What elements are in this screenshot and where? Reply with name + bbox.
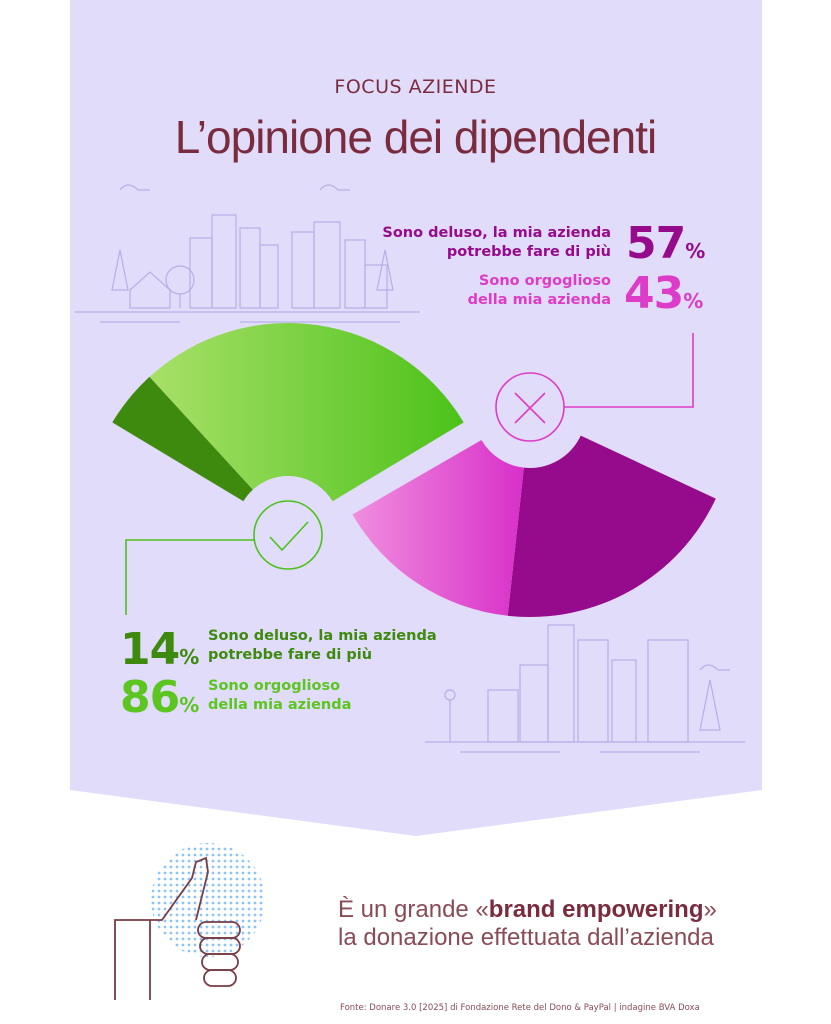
legend-label-orgoglioso-aziende: Sono orgoglioso della mia azienda: [467, 273, 611, 308]
chart-fan-green: [112, 323, 464, 502]
check-icon: [125, 500, 323, 615]
value-86: 86%: [120, 672, 200, 723]
magenta-leader-line: [564, 333, 694, 408]
value-14: 14%: [120, 624, 200, 675]
claim-text: È un grande «brand empowering» la donazio…: [338, 896, 717, 951]
source-note: Fonte: Donare 3.0 [2025] di Fondazione R…: [340, 1003, 700, 1013]
thumbs-up-icon: [114, 843, 265, 1000]
fan-slice-14: [112, 376, 253, 502]
legend-label-deluso: Sono deluso, la mia azienda potrebbe fare…: [208, 628, 437, 663]
kicker: FOCUS AZIENDE: [334, 76, 497, 98]
city-skyline-top: [75, 184, 420, 323]
city-skyline-bottom: [425, 624, 745, 753]
fan-slice-57: [507, 435, 716, 617]
chart-fan-magenta: [352, 435, 716, 617]
legend-label-orgoglioso: Sono orgoglioso della mia azienda: [208, 678, 352, 713]
x-icon: [495, 333, 694, 442]
legend-label-deluso-aziende: Sono deluso, la mia azienda potrebbe fare…: [382, 225, 611, 260]
green-leader-line: [125, 539, 254, 615]
fan-slice-86: [149, 323, 464, 502]
value-57: 57%: [626, 218, 706, 269]
page-title: L’opinione dei dipendenti: [174, 111, 657, 163]
value-43: 43%: [624, 268, 704, 319]
fan-slice-43: [352, 440, 524, 616]
